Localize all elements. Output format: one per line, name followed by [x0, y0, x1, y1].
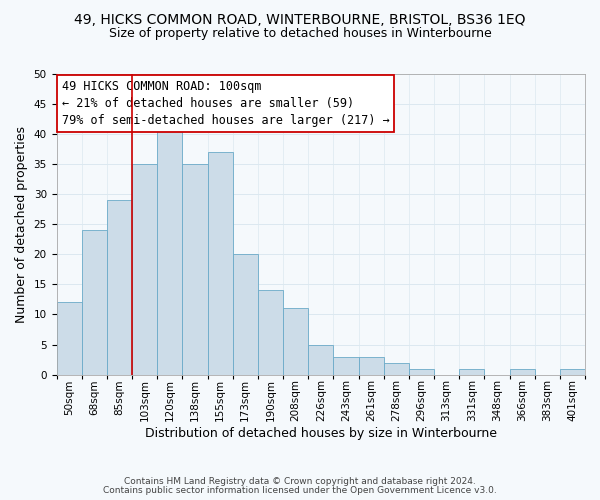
Bar — [258, 290, 283, 374]
Bar — [509, 368, 535, 374]
Bar — [107, 200, 132, 374]
Bar — [334, 356, 359, 374]
Bar — [560, 368, 585, 374]
Bar — [459, 368, 484, 374]
Bar — [157, 122, 182, 374]
Text: 49, HICKS COMMON ROAD, WINTERBOURNE, BRISTOL, BS36 1EQ: 49, HICKS COMMON ROAD, WINTERBOURNE, BRI… — [74, 12, 526, 26]
Bar — [409, 368, 434, 374]
Text: Size of property relative to detached houses in Winterbourne: Size of property relative to detached ho… — [109, 28, 491, 40]
Text: 49 HICKS COMMON ROAD: 100sqm
← 21% of detached houses are smaller (59)
79% of se: 49 HICKS COMMON ROAD: 100sqm ← 21% of de… — [62, 80, 389, 127]
Bar — [283, 308, 308, 374]
X-axis label: Distribution of detached houses by size in Winterbourne: Distribution of detached houses by size … — [145, 427, 497, 440]
Y-axis label: Number of detached properties: Number of detached properties — [15, 126, 28, 323]
Text: Contains public sector information licensed under the Open Government Licence v3: Contains public sector information licen… — [103, 486, 497, 495]
Bar — [132, 164, 157, 374]
Bar — [82, 230, 107, 374]
Bar — [383, 362, 409, 374]
Bar — [359, 356, 383, 374]
Text: Contains HM Land Registry data © Crown copyright and database right 2024.: Contains HM Land Registry data © Crown c… — [124, 477, 476, 486]
Bar — [233, 254, 258, 374]
Bar — [56, 302, 82, 374]
Bar — [308, 344, 334, 374]
Bar — [208, 152, 233, 374]
Bar — [182, 164, 208, 374]
